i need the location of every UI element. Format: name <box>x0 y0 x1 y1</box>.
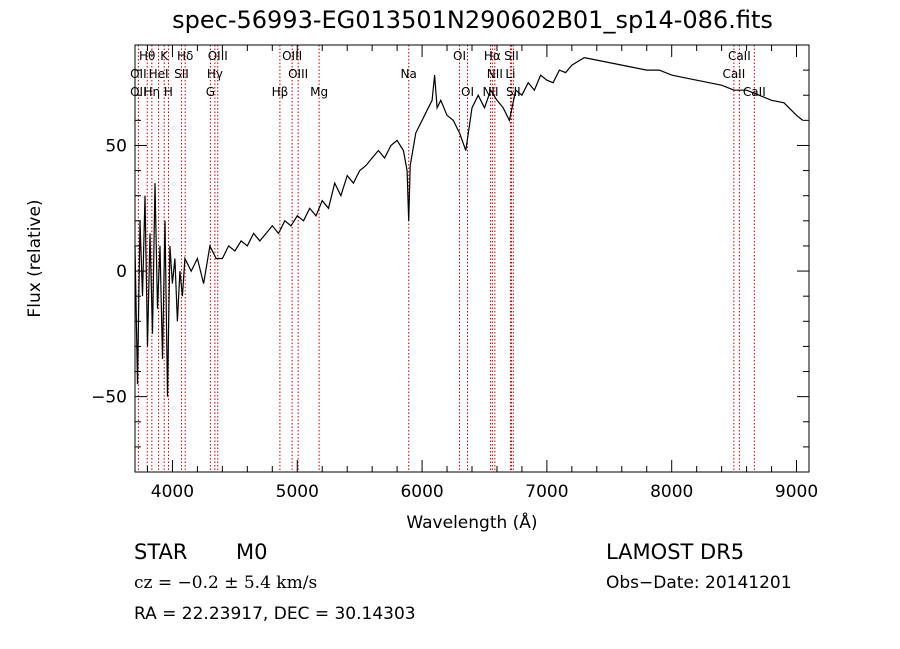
spectral-line-label: K <box>160 49 169 63</box>
coordinates: RA = 22.23917, DEC = 30.14303 <box>134 604 416 624</box>
x-axis-label: Wavelength (Å) <box>406 511 537 533</box>
spectral-line-label: Hθ <box>139 49 155 63</box>
y-tick-label: 50 <box>105 136 127 156</box>
spectral-line-label: G <box>206 85 215 99</box>
spectral-line-label: NII <box>487 67 503 81</box>
spectral-line-label: OII <box>130 85 147 99</box>
spectral-line-label: Hγ <box>207 67 223 81</box>
spectral-line-markers <box>137 45 755 472</box>
y-tick-label: −50 <box>91 388 127 408</box>
spectral-line-label: CaII <box>722 67 745 81</box>
spectral-line-label: SII <box>174 67 189 81</box>
x-tick-label: 6000 <box>400 482 443 502</box>
y-axis-label: Flux (relative) <box>25 199 45 317</box>
spectral-line-label: SII <box>506 85 521 99</box>
spectral-line-label: Hη <box>144 85 161 99</box>
x-axis-ticks: 4000 5000 6000 7000 8000 9000 <box>146 45 818 502</box>
object-class: STAR <box>134 540 188 564</box>
spectral-line-label: Hδ <box>177 49 193 63</box>
chart-title: spec-56993-EG013501N290602B01_sp14-086.f… <box>172 6 773 34</box>
spectral-line-label: OII <box>130 67 147 81</box>
x-tick-label: 8000 <box>650 482 693 502</box>
spectral-line-label: OIII <box>288 67 308 81</box>
object-subclass: M0 <box>236 540 268 564</box>
y-tick-label: 0 <box>116 262 127 282</box>
spectral-line-label: Mg <box>310 85 328 99</box>
spectral-line-label: HeI <box>149 67 169 81</box>
y-axis-ticks: −50 0 50 <box>91 69 809 448</box>
spectral-line-label: OIII <box>208 49 228 63</box>
spectral-line-label: OI <box>461 85 474 99</box>
observation-date: Obs−Date: 20141201 <box>606 573 792 593</box>
spectral-line-label: CaII <box>728 49 751 63</box>
redshift-velocity: cz = −0.2 ± 5.4 km/s <box>134 573 318 593</box>
x-tick-label: 4000 <box>151 482 194 502</box>
spectral-line-label: SII <box>504 49 519 63</box>
spectral-line-label: Li <box>505 67 515 81</box>
spectral-line-label: H <box>164 85 173 99</box>
survey-label: LAMOST DR5 <box>606 540 745 564</box>
spectral-line-label: Hβ <box>272 85 289 99</box>
spectral-line-label: Na <box>401 67 417 81</box>
spectral-line-label: OIII <box>282 49 302 63</box>
x-tick-label: 5000 <box>276 482 319 502</box>
x-tick-label: 7000 <box>525 482 568 502</box>
spectral-line-label: OI <box>453 49 466 63</box>
spectral-line-label: Hα <box>484 49 501 63</box>
spectrum-series-line <box>134 56 804 397</box>
x-tick-label: 9000 <box>775 482 818 502</box>
